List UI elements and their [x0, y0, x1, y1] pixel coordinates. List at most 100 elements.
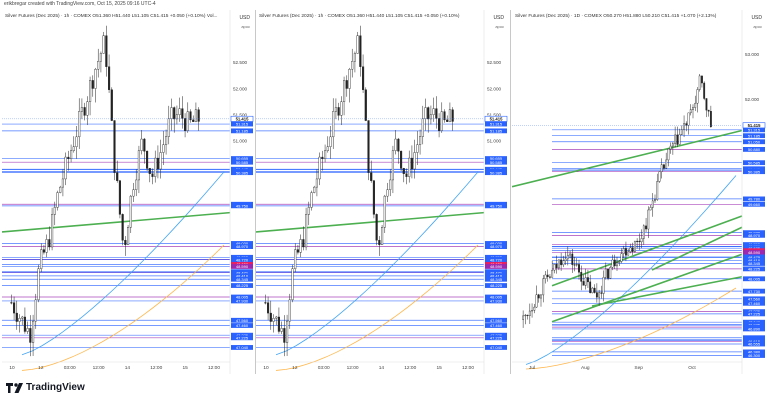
time-tick-label: 14: [379, 365, 385, 371]
level-price-label: 47.275: [236, 333, 249, 338]
candle-down: [595, 292, 598, 298]
level-price-label: 50.655: [490, 156, 503, 161]
level-price-label: 46.615: [748, 339, 761, 344]
candle-down: [372, 180, 375, 215]
candle-up: [683, 123, 685, 130]
level-price-tag: [231, 270, 253, 276]
candle-up: [21, 316, 24, 319]
level-price-label: 48.225: [490, 283, 503, 288]
candle-up: [609, 266, 612, 279]
candle-up: [56, 192, 59, 208]
candle-down: [110, 89, 113, 121]
candle-down: [587, 277, 589, 283]
level-price-tag: [743, 169, 765, 175]
candle-up: [408, 157, 411, 177]
time-tick-label: 12: [38, 365, 44, 371]
candle-down: [364, 89, 367, 121]
level-price-label: 46.890: [748, 327, 761, 332]
level-price-tag: [743, 338, 765, 344]
level-price-label: 47.225: [236, 335, 249, 340]
level-price-tag: [743, 300, 765, 306]
level-price-label: 50.385: [236, 170, 249, 175]
candle-down: [10, 302, 13, 304]
level-price-label: 48.720: [490, 257, 503, 262]
candle-up: [564, 258, 567, 261]
level-price-tag: [743, 296, 765, 302]
candle-down: [151, 173, 154, 177]
chart-panel-1h-left[interactable]: 52.500 52.000 51.500 51.000 51.315 51.185 50.6…: [2, 10, 254, 374]
moving-average-line: [275, 171, 479, 356]
level-price-tag: [231, 273, 253, 279]
level-price-tag: [485, 270, 507, 276]
chart-title: Silver Futures (Dec 2025) · 1h · COMEX O…: [5, 14, 218, 19]
level-price-tag: [743, 133, 765, 139]
current-price-label: 51.415: [748, 123, 761, 128]
candle-up: [640, 238, 643, 243]
level-price-tag: [743, 353, 765, 358]
level-price-label: 47.460: [490, 323, 503, 328]
level-price-label: 50.385: [748, 169, 761, 174]
chart-panel-1h-middle[interactable]: 52.500 52.000 51.500 51.000 51.315 51.185 50.6…: [256, 10, 508, 374]
trend-line: [591, 275, 743, 307]
candle-down: [13, 302, 16, 314]
panel-divider[interactable]: [255, 10, 256, 374]
level-price-tag: [485, 332, 507, 338]
level-price-label: 48.005: [236, 295, 249, 300]
level-price-label: 48.410: [490, 273, 503, 278]
candle-down: [48, 239, 51, 248]
candle-down: [173, 107, 176, 120]
candle-down: [184, 118, 187, 131]
candle-down: [645, 225, 647, 230]
tradingview-logo-icon[interactable]: [6, 382, 24, 394]
time-tick-label: Jul: [529, 365, 535, 371]
candle-up: [332, 111, 335, 138]
candle-up: [61, 178, 64, 188]
tradingview-logo-text[interactable]: TradingView: [26, 382, 85, 393]
candle-up: [291, 268, 294, 301]
candle-up: [288, 299, 291, 322]
candle-up: [40, 249, 43, 269]
candle-up: [696, 89, 699, 104]
chart-title: Silver Futures (Dec 2025) · 1h · COMEX O…: [259, 14, 460, 19]
candle-down: [427, 107, 430, 120]
level-price-tag: [743, 266, 765, 272]
price-tick-label: 52.500: [233, 60, 247, 65]
chart-title: Silver Futures (Dec 2025) · 1D · COMEX O…: [515, 14, 717, 19]
candle-down: [410, 157, 413, 170]
price-tick-label: 52.000: [745, 97, 759, 102]
candle-down: [264, 302, 267, 304]
level-price-label: 48.410: [236, 273, 249, 278]
candle-up: [326, 146, 329, 151]
candle-up: [162, 144, 165, 153]
level-price-tag: [231, 121, 253, 127]
candle-up: [286, 320, 289, 343]
level-price-label: 48.590: [748, 250, 761, 255]
candle-up: [651, 200, 654, 208]
candle-down: [116, 172, 119, 181]
currency-label: USD: [751, 15, 762, 21]
level-price-label: 47.730: [748, 289, 761, 294]
candle-up: [391, 150, 394, 181]
level-price-tag: [485, 156, 507, 161]
price-tick-label: 52.000: [487, 86, 501, 91]
moving-average-line: [525, 175, 737, 365]
candle-up: [272, 318, 275, 322]
candle-up: [383, 195, 386, 228]
chart-panel-1d-right[interactable]: 53.000 52.000 51.315 51.185 51.050 50.880 50.5…: [512, 10, 766, 374]
candle-up: [353, 53, 356, 62]
candle-down: [400, 151, 403, 169]
candle-up: [584, 277, 587, 286]
candle-up: [329, 136, 332, 147]
time-tick-label: 10: [263, 365, 269, 371]
candle-up: [649, 207, 652, 211]
level-price-label: 48.970: [236, 244, 249, 249]
panel-divider[interactable]: [510, 10, 511, 374]
candle-down: [121, 214, 124, 241]
level-price-label: 51.050: [748, 139, 761, 144]
candle-down: [29, 328, 32, 343]
level-price-label: 51.185: [748, 133, 761, 138]
candle-down: [526, 314, 529, 316]
